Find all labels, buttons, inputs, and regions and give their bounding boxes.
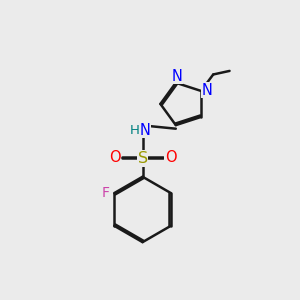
- Text: O: O: [109, 150, 120, 165]
- Text: N: N: [202, 83, 213, 98]
- Text: N: N: [172, 69, 183, 84]
- Text: N: N: [140, 123, 150, 138]
- Text: F: F: [102, 185, 110, 200]
- Text: S: S: [137, 151, 148, 166]
- Text: O: O: [165, 150, 176, 165]
- Text: H: H: [129, 124, 139, 136]
